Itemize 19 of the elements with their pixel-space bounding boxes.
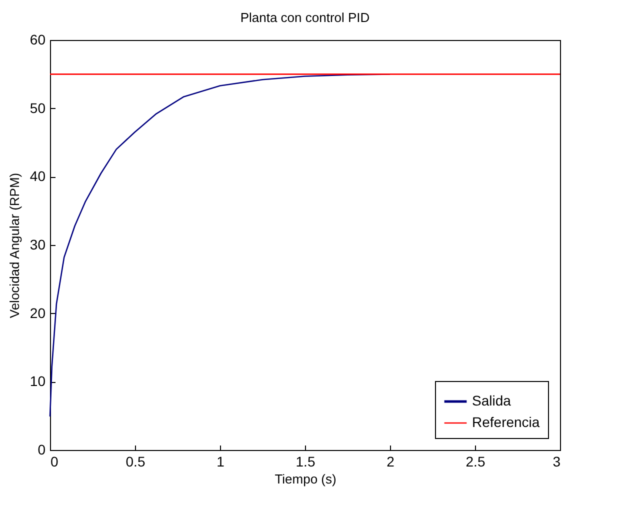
x-tick-label: 1.5 [296,454,316,470]
y-tick-label: 30 [30,236,46,252]
y-tick-label: 20 [30,304,46,321]
y-axis-title: Velocidad Angular (RPM) [6,172,22,318]
x-tick-label: 0.5 [126,454,146,470]
x-tick-label: 3 [552,454,561,470]
chart-title: Planta con control PID [240,10,370,25]
legend-label: Referencia [472,414,540,430]
y-tick-label: 60 [30,32,46,48]
x-axis-title: Tiempo (s) [274,472,336,486]
y-tick-label: 50 [30,100,46,116]
y-tick-label: 0 [38,442,46,458]
x-tick-label: 2 [386,454,395,470]
y-tick-label: 10 [30,373,46,390]
y-tick-label: 40 [30,168,46,184]
x-tick-label: 1 [216,454,225,470]
x-tick-label: 0 [50,454,58,470]
x-tick-label: 2.5 [466,454,486,470]
legend-label: Salida [472,392,512,408]
